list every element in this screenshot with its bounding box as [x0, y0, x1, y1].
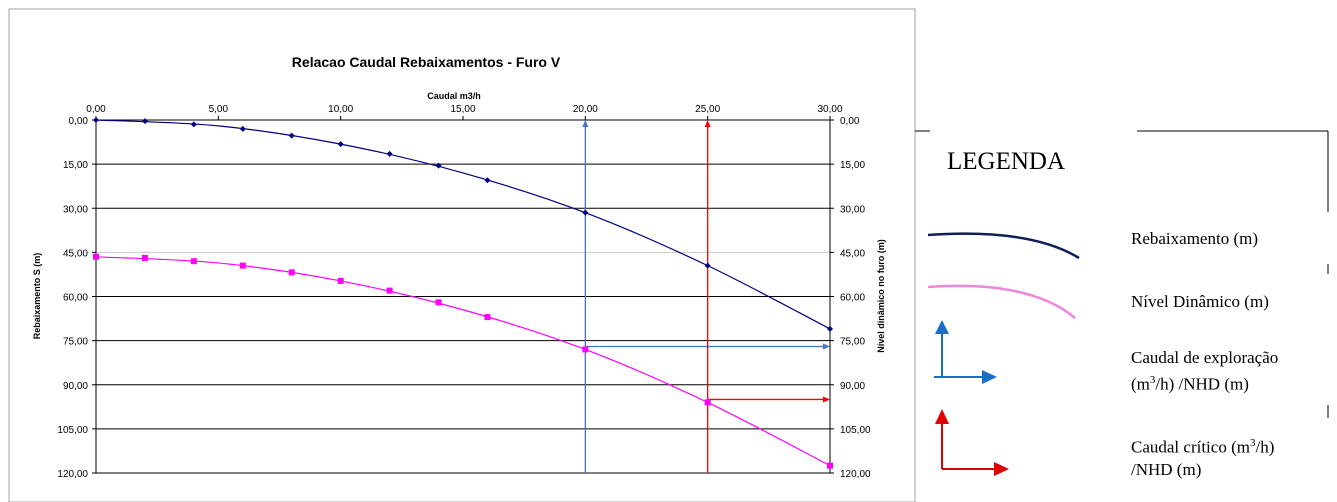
legend-label-critico-line1: Caudal crítico (m [1131, 437, 1250, 457]
data-point-rebaixamento [239, 125, 246, 132]
y-tick-label-left: 30,00 [63, 204, 88, 215]
chart-border [8, 8, 916, 502]
data-point-rebaixamento [337, 141, 344, 148]
y-tick-label-right: 105,00 [840, 425, 871, 436]
legend-rebaixamento-curve [927, 232, 1080, 260]
legend-label-exploracao-post: /h) /NHD (m) [1155, 374, 1249, 394]
data-point-nivel [288, 269, 295, 276]
annotation-right-arrow [823, 396, 830, 403]
data-point-rebaixamento [386, 150, 393, 157]
data-point-nivel [190, 258, 197, 265]
data-point-rebaixamento [582, 209, 589, 216]
data-point-nivel [582, 346, 589, 353]
legend-label-exploracao-sup: 3 [1149, 374, 1156, 386]
y-tick-label-right: 60,00 [840, 293, 865, 304]
data-point-rebaixamento [190, 121, 197, 128]
y-tick-label-left: 105,00 [57, 425, 88, 436]
data-point-nivel [484, 314, 491, 321]
legend-nivel-curve [927, 284, 1076, 319]
data-point-nivel [435, 299, 442, 306]
x-axis-label: Caudal m3/h [427, 91, 481, 101]
data-point-nivel [827, 462, 833, 469]
data-point-rebaixamento [704, 262, 711, 269]
y-tick-label-right: 15,00 [840, 160, 865, 171]
legend-label-exploracao-pre: (m [1131, 374, 1150, 394]
legend-title: LEGENDA [947, 148, 1066, 175]
y-tick-label-left: 15,00 [63, 160, 88, 171]
data-point-rebaixamento [484, 177, 491, 184]
data-point-nivel [337, 277, 344, 284]
annotation-up-arrow [704, 120, 711, 127]
data-point-nivel [239, 262, 246, 269]
y-tick-label-left: 60,00 [63, 293, 88, 304]
y-tick-label-left: 120,00 [57, 469, 88, 480]
y-tick-label-left: 45,00 [63, 248, 88, 259]
y-axis-label-right: Nível dinâmico no furo (m) [876, 239, 886, 353]
y-tick-label-right: 0,00 [840, 116, 860, 127]
x-tick-label: 5,00 [209, 104, 229, 115]
data-point-nivel [93, 253, 99, 260]
data-point-rebaixamento [141, 118, 148, 125]
data-point-rebaixamento [93, 117, 99, 123]
data-point-rebaixamento [827, 325, 833, 332]
legend-label-exploracao-line1: Caudal de exploração [1131, 348, 1279, 367]
x-tick-label: 25,00 [695, 104, 720, 115]
legend-label-critico-sup: 3 [1249, 437, 1256, 449]
x-tick-label: 20,00 [573, 104, 598, 115]
chart-title: Relacao Caudal Rebaixamentos - Furo V [292, 54, 561, 70]
legend-label-rebaixamento: Rebaixamento (m) [1131, 229, 1258, 248]
x-tick-label: 15,00 [450, 104, 475, 115]
legend-label-exploracao: Caudal de exploração (m3/h) /NHD (m) [1131, 347, 1278, 396]
plot-border [95, 119, 831, 474]
x-tick-label: 10,00 [328, 104, 353, 115]
data-point-nivel [141, 254, 148, 261]
y-tick-label-left: 75,00 [63, 337, 88, 348]
data-point-rebaixamento [288, 132, 295, 139]
y-tick-label-right: 30,00 [840, 204, 865, 215]
legend-label-nivel: Nível Dinâmico (m) [1131, 292, 1269, 311]
y-tick-label-right: 120,00 [840, 469, 871, 480]
data-point-nivel [704, 399, 711, 406]
y-tick-label-left: 90,00 [63, 381, 88, 392]
y-tick-label-right: 75,00 [840, 337, 865, 348]
legend-exploracao-arrows [934, 320, 997, 384]
legend-label-critico-line2: /NHD (m) [1131, 459, 1202, 479]
annotation-right-arrow [823, 343, 830, 350]
y-tick-label-right: 90,00 [840, 381, 865, 392]
data-point-nivel [386, 287, 393, 294]
data-point-rebaixamento [435, 162, 442, 169]
annotation-up-arrow [582, 120, 589, 127]
y-tick-label-left: 0,00 [69, 116, 89, 127]
x-tick-label: 0,00 [86, 104, 106, 115]
legend-critico-arrows [935, 409, 1009, 476]
legend-label-critico: Caudal crítico (m3/h) /NHD (m) [1131, 432, 1274, 481]
legend-label-critico-post: /h) [1255, 437, 1275, 457]
x-tick-label: 30,00 [817, 104, 842, 115]
y-tick-label-right: 45,00 [840, 248, 865, 259]
y-axis-label-left: Rebaixamento S (m) [32, 253, 42, 340]
